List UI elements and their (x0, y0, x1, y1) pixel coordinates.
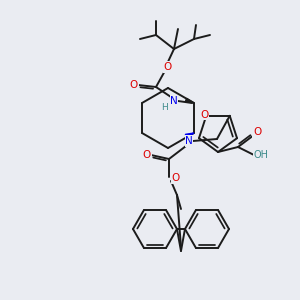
Text: O: O (172, 173, 180, 183)
Text: H: H (162, 103, 168, 112)
Text: O: O (200, 110, 208, 120)
Polygon shape (185, 98, 194, 103)
Text: O: O (164, 62, 172, 72)
Text: O: O (143, 150, 151, 160)
Text: N: N (185, 136, 193, 146)
Polygon shape (185, 133, 194, 138)
Text: O: O (130, 80, 138, 90)
Text: N: N (170, 96, 178, 106)
Text: OH: OH (254, 150, 268, 160)
Text: O: O (253, 127, 261, 137)
